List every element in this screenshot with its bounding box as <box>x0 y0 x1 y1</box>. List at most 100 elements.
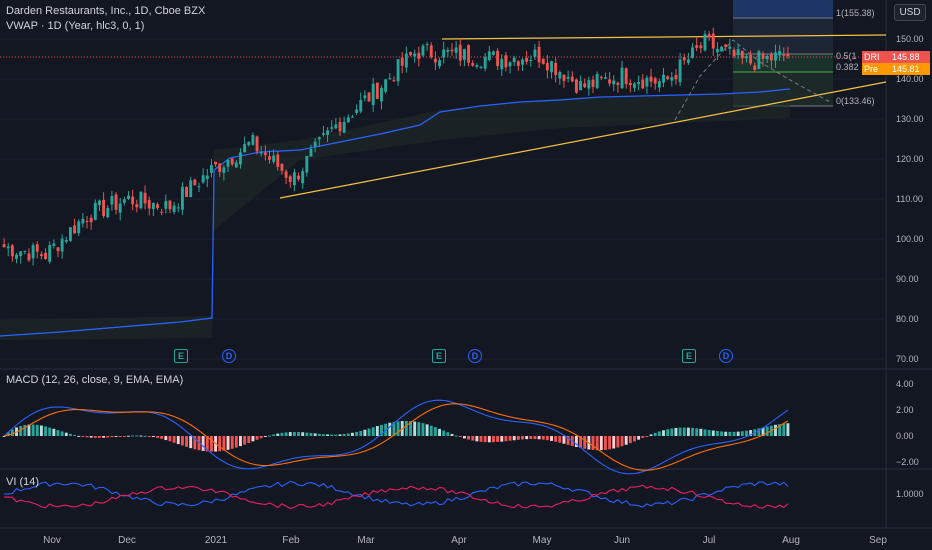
macd-histogram-bar <box>168 436 172 442</box>
macd-histogram-bar <box>487 436 491 443</box>
macd-histogram-bar <box>504 436 508 442</box>
macd-histogram-bar <box>313 433 317 436</box>
macd-histogram-bar <box>201 436 205 451</box>
vi-legend[interactable]: VI (14) <box>6 476 40 488</box>
macd-histogram-bar <box>27 424 31 436</box>
macd-histogram-bar <box>143 435 147 437</box>
macd-histogram-bar <box>458 436 462 438</box>
macd-histogram-bar <box>230 436 234 449</box>
macd-histogram-bar <box>288 432 292 436</box>
macd-histogram-bar <box>147 436 151 437</box>
macd-histogram-bar <box>10 429 14 436</box>
fib-label: 0.382 <box>836 62 859 72</box>
candle-body <box>247 141 251 146</box>
candle-body <box>309 148 313 157</box>
candle-body <box>392 80 396 82</box>
dividend-event-icon[interactable]: D <box>222 349 236 363</box>
earnings-event-icon[interactable]: E <box>174 349 188 363</box>
macd-tick-label: −2.00 <box>896 457 919 467</box>
time-tick-label: Jun <box>614 535 630 546</box>
macd-histogram-bar <box>39 425 43 436</box>
candle-body <box>151 203 155 209</box>
candle-body <box>15 254 18 259</box>
candle-body <box>508 62 512 67</box>
macd-histogram-bar <box>757 428 761 436</box>
symbol-price: 145.88 <box>890 51 930 63</box>
candle-body <box>641 79 645 89</box>
candle-body <box>234 162 238 168</box>
candle-body <box>98 200 101 206</box>
candle-body <box>197 186 201 188</box>
candle-body <box>251 135 255 145</box>
candle-body <box>707 34 711 38</box>
time-tick-label: Dec <box>118 535 136 546</box>
macd-histogram-bar <box>272 434 276 436</box>
macd-histogram-bar <box>438 428 441 436</box>
candle-body <box>39 254 43 257</box>
macd-histogram-bar <box>674 427 678 436</box>
earnings-event-icon[interactable]: E <box>682 349 696 363</box>
macd-histogram-bar <box>284 432 288 436</box>
macd-histogram-bar <box>541 436 545 440</box>
macd-histogram-bar <box>720 431 724 436</box>
time-tick-label: Apr <box>451 535 467 546</box>
currency-button[interactable]: USD <box>894 4 926 21</box>
candle-body <box>355 109 359 113</box>
macd-histogram-bar <box>711 430 715 436</box>
macd-histogram-bar <box>778 424 782 436</box>
signal-line <box>3 403 789 471</box>
macd-histogram-bar <box>620 436 624 447</box>
candle-body <box>122 199 126 203</box>
dividend-event-icon[interactable]: D <box>719 349 733 363</box>
macd-histogram-bar <box>404 420 408 436</box>
macd-legend[interactable]: MACD (12, 26, close, 9, EMA, EMA) <box>6 374 184 386</box>
earnings-event-icon[interactable]: E <box>432 349 446 363</box>
candle-body <box>566 76 570 79</box>
macd-histogram-bar <box>122 436 126 437</box>
candle-body <box>516 61 520 66</box>
macd-histogram-bar <box>624 436 628 445</box>
lower-trend-line <box>279 81 887 199</box>
candle-body <box>313 141 317 147</box>
candle-body <box>612 80 616 85</box>
candle-body <box>475 65 479 67</box>
candle-body <box>417 52 421 59</box>
candle-body <box>284 171 288 178</box>
candle-body <box>541 58 545 64</box>
candle-body <box>550 61 553 73</box>
macd-histogram-bar <box>574 436 578 448</box>
candle-body <box>715 48 719 53</box>
macd-line <box>3 399 789 475</box>
candle-body <box>209 165 213 173</box>
candle-body <box>438 60 441 67</box>
candle-body <box>404 53 408 68</box>
candle-body <box>367 92 371 102</box>
macd-histogram-bar <box>442 430 446 436</box>
macd-histogram-bar <box>670 428 674 436</box>
price-tick-label: 120.00 <box>896 154 924 164</box>
time-tick-label: Nov <box>43 535 61 546</box>
candle-body <box>106 207 110 218</box>
macd-histogram-bar <box>89 436 93 438</box>
pre-price: 145.81 <box>890 63 930 75</box>
macd-histogram-bar <box>417 422 421 436</box>
candle-body <box>396 59 400 82</box>
macd-histogram-bar <box>537 436 541 440</box>
macd-histogram-bar <box>579 436 583 448</box>
macd-histogram-bar <box>263 436 267 437</box>
candle-body <box>321 133 325 135</box>
macd-histogram-bar <box>388 422 392 436</box>
candle-body <box>172 205 176 212</box>
vwap-legend[interactable]: VWAP · 1D (Year, hlc3, 0, 1) <box>6 20 145 32</box>
dividend-event-icon[interactable]: D <box>468 349 482 363</box>
candle-body <box>189 180 193 198</box>
candle-body <box>587 80 591 89</box>
macd-histogram-bar <box>56 430 60 436</box>
macd-histogram-bar <box>243 436 247 445</box>
candle-body <box>529 60 533 62</box>
macd-histogram-bar <box>396 421 400 436</box>
candle-body <box>288 176 292 182</box>
macd-histogram-bar <box>715 431 719 436</box>
